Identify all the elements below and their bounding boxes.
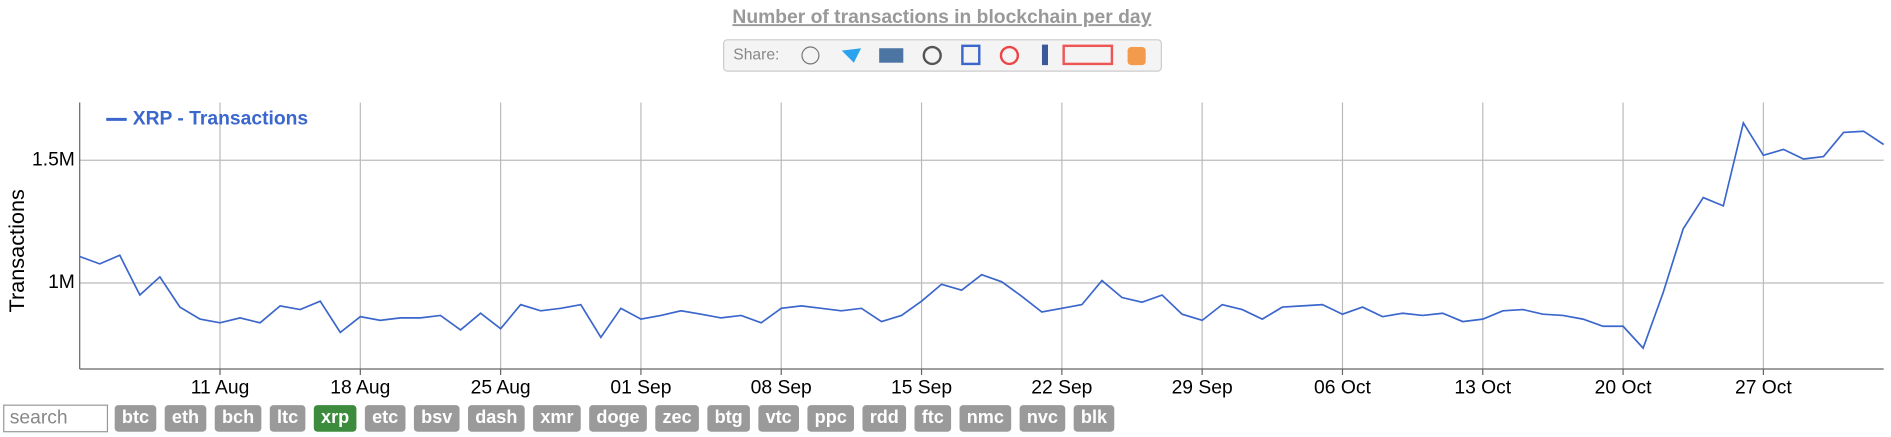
coin-button[interactable]: blk	[1073, 405, 1115, 432]
share-label: Share:	[733, 47, 779, 64]
share-icons	[801, 44, 1146, 66]
coin-button-bg	[807, 405, 855, 432]
reddit-icon[interactable]	[801, 46, 820, 65]
coin-button-label: ftc	[922, 407, 944, 427]
coin-button-bg	[214, 405, 262, 432]
coin-button-label: dash	[475, 407, 517, 427]
coin-button[interactable]: doge	[589, 405, 647, 432]
x-tick-label: 25 Aug	[471, 377, 531, 398]
x-tick-label: 27 Oct	[1735, 377, 1792, 398]
x-tick-label: 29 Sep	[1172, 377, 1233, 398]
facebook-icon[interactable]	[1041, 44, 1048, 66]
share-bar	[723, 39, 1162, 72]
twitter-icon[interactable]	[841, 48, 862, 63]
coin-button-bg	[413, 405, 460, 432]
coin-button[interactable]: eth	[164, 405, 207, 432]
x-tick-label: 08 Sep	[751, 377, 812, 398]
x-tick-label: 01 Sep	[610, 377, 671, 398]
coin-button[interactable]: nmc	[959, 405, 1012, 432]
coin-button-label: nmc	[967, 407, 1004, 427]
coin-button-bg	[164, 405, 207, 432]
coin-button[interactable]: ppc	[807, 405, 855, 432]
coin-button[interactable]: bsv	[413, 405, 460, 432]
blogger-icon[interactable]	[1127, 47, 1146, 66]
gplus1-icon[interactable]	[1062, 44, 1114, 66]
coin-button-bg	[862, 405, 907, 432]
coin-button-label: ltc	[277, 407, 298, 427]
coin-button[interactable]: btc	[114, 405, 157, 432]
coin-button-label: rdd	[870, 407, 899, 427]
coin-button-bg	[114, 405, 157, 432]
coin-button-label: bsv	[421, 407, 452, 427]
coin-button-label: etc	[372, 407, 398, 427]
y-tick-label: 1.5M	[32, 149, 75, 170]
coin-button-label: eth	[172, 407, 199, 427]
coin-button[interactable]: bch	[214, 405, 262, 432]
coin-button-label: nvc	[1027, 407, 1058, 427]
data-line	[79, 120, 1885, 350]
coin-button-bg	[533, 405, 581, 432]
x-tick-label: 18 Aug	[330, 377, 390, 398]
weibo-icon[interactable]	[922, 45, 942, 66]
coin-button[interactable]: dash	[467, 405, 525, 432]
coin-button-label: xrp	[321, 407, 349, 427]
coin-button-label: btg	[715, 407, 743, 427]
coin-button-label: zec	[663, 407, 692, 427]
coin-button[interactable]: xmr	[533, 405, 581, 432]
coin-button[interactable]: ltc	[269, 405, 306, 432]
coin-button-label: bch	[222, 407, 254, 427]
x-tick-label: 06 Oct	[1314, 377, 1371, 398]
x-tick-label: 15 Sep	[891, 377, 952, 398]
y-tick-label: 1M	[48, 272, 75, 293]
coin-button-label: vtc	[766, 407, 792, 427]
coin-button-bg	[758, 405, 799, 432]
coin-button[interactable]: etc	[364, 405, 406, 432]
x-tick-label: 11 Aug	[191, 377, 250, 398]
coin-button-bg	[589, 405, 647, 432]
coin-button-label: doge	[596, 407, 639, 427]
legend-label: XRP - Transactions	[133, 108, 308, 129]
coin-button-label: xmr	[540, 407, 573, 427]
coin-button-bg	[1019, 405, 1066, 432]
x-tick-label: 20 Oct	[1595, 377, 1652, 398]
coin-button[interactable]: vtc	[758, 405, 799, 432]
coin-button-label: ppc	[815, 407, 847, 427]
chart-title: Number of transactions in blockchain per…	[732, 7, 1151, 28]
search-box[interactable]	[3, 404, 109, 433]
coin-button-bg	[655, 405, 699, 432]
coin-button-bg	[269, 405, 306, 432]
coin-button-bg	[914, 405, 952, 432]
coin-button-bg	[313, 405, 357, 432]
coin-button-bg	[959, 405, 1012, 432]
coin-button[interactable]: zec	[655, 405, 699, 432]
x-tick-label: 22 Sep	[1031, 377, 1092, 398]
coin-button[interactable]: rdd	[862, 405, 907, 432]
gplus-icon[interactable]	[999, 45, 1020, 66]
vk-icon[interactable]	[879, 48, 904, 63]
search-placeholder: search	[10, 408, 68, 429]
x-tick-label: 13 Oct	[1454, 377, 1511, 398]
like-icon[interactable]	[961, 44, 981, 66]
coin-button[interactable]: xrp	[313, 405, 357, 432]
coin-button-bg	[707, 405, 750, 432]
coin-button-label: btc	[122, 407, 149, 427]
coin-button-bg	[467, 405, 525, 432]
coin-button-bg	[364, 405, 406, 432]
coin-button-label: blk	[1081, 407, 1108, 427]
coin-button[interactable]: btg	[707, 405, 750, 432]
y-axis-label: Transactions	[4, 189, 29, 313]
coin-button[interactable]: nvc	[1019, 405, 1066, 432]
coin-button[interactable]: ftc	[914, 405, 952, 432]
coin-button-bg	[1073, 405, 1115, 432]
